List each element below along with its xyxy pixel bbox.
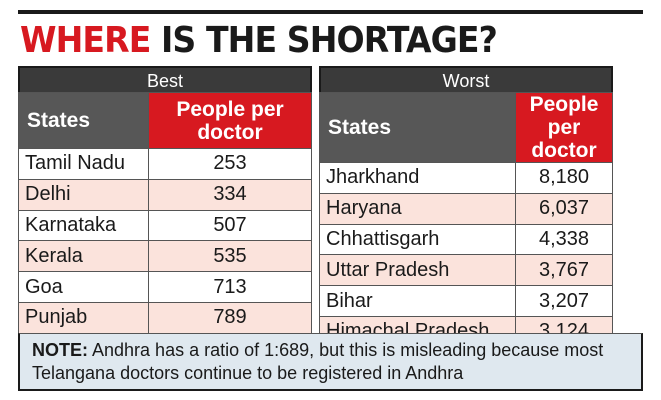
table-row: Delhi 334 bbox=[18, 178, 312, 211]
table-row: Jharkhand 8,180 bbox=[319, 162, 613, 194]
state-name: Kerala bbox=[18, 240, 149, 273]
worst-header-people-per-doctor: People per doctor bbox=[515, 92, 613, 163]
best-table-panel: Best States People per doctor Tamil Nadu… bbox=[18, 66, 312, 334]
state-name: Goa bbox=[18, 271, 149, 303]
best-header-states: States bbox=[18, 92, 149, 149]
table-row: Tamil Nadu 253 bbox=[18, 148, 312, 180]
people-per-doctor-value: 3,767 bbox=[515, 254, 613, 287]
title-highlight: WHERE bbox=[20, 20, 151, 61]
note-label: NOTE: bbox=[32, 340, 88, 360]
people-per-doctor-value: 3,207 bbox=[515, 285, 613, 317]
table-row: Bihar 3,207 bbox=[319, 285, 613, 317]
table-row: Punjab 789 bbox=[18, 301, 312, 334]
state-name: Delhi bbox=[18, 178, 149, 211]
top-rule bbox=[18, 10, 643, 14]
table-row: Kerala 535 bbox=[18, 240, 312, 273]
note-text: Andhra has a ratio of 1:689, but this is… bbox=[32, 340, 604, 383]
worst-table-panel: Worst States People per doctor Jharkhand… bbox=[319, 66, 613, 348]
state-name: Punjab bbox=[18, 301, 149, 334]
people-per-doctor-value: 789 bbox=[148, 301, 312, 334]
people-per-doctor-value: 713 bbox=[148, 271, 312, 303]
state-name: Tamil Nadu bbox=[18, 148, 149, 180]
table-row: Goa 713 bbox=[18, 271, 312, 303]
best-header-people-per-doctor: People per doctor bbox=[148, 92, 312, 149]
best-header-row: States People per doctor bbox=[18, 92, 312, 149]
people-per-doctor-value: 334 bbox=[148, 178, 312, 211]
people-per-doctor-value: 535 bbox=[148, 240, 312, 273]
state-name: Haryana bbox=[319, 192, 516, 225]
state-name: Bihar bbox=[319, 285, 516, 317]
people-per-doctor-value: 4,338 bbox=[515, 223, 613, 256]
people-per-doctor-value: 507 bbox=[148, 209, 312, 242]
best-table: States People per doctor Tamil Nadu 253 … bbox=[18, 92, 312, 334]
state-name: Jharkhand bbox=[319, 162, 516, 194]
table-row: Uttar Pradesh 3,767 bbox=[319, 254, 613, 287]
table-row: Karnataka 507 bbox=[18, 209, 312, 242]
best-caption: Best bbox=[18, 66, 312, 92]
worst-header-row: States People per doctor bbox=[319, 92, 613, 163]
state-name: Karnataka bbox=[18, 209, 149, 242]
footnote: NOTE: Andhra has a ratio of 1:689, but t… bbox=[18, 333, 643, 391]
table-row: Chhattisgarh 4,338 bbox=[319, 223, 613, 256]
state-name: Chhattisgarh bbox=[319, 223, 516, 256]
worst-header-states: States bbox=[319, 92, 516, 163]
people-per-doctor-value: 253 bbox=[148, 148, 312, 180]
table-row: Haryana 6,037 bbox=[319, 192, 613, 225]
state-name: Uttar Pradesh bbox=[319, 254, 516, 287]
people-per-doctor-value: 6,037 bbox=[515, 192, 613, 225]
people-per-doctor-value: 8,180 bbox=[515, 162, 613, 194]
worst-caption: Worst bbox=[319, 66, 613, 92]
worst-table: States People per doctor Jharkhand 8,180… bbox=[319, 92, 613, 348]
page-title: WHERE IS THE SHORTAGE? bbox=[20, 16, 595, 66]
title-rest: IS THE SHORTAGE? bbox=[161, 20, 498, 61]
